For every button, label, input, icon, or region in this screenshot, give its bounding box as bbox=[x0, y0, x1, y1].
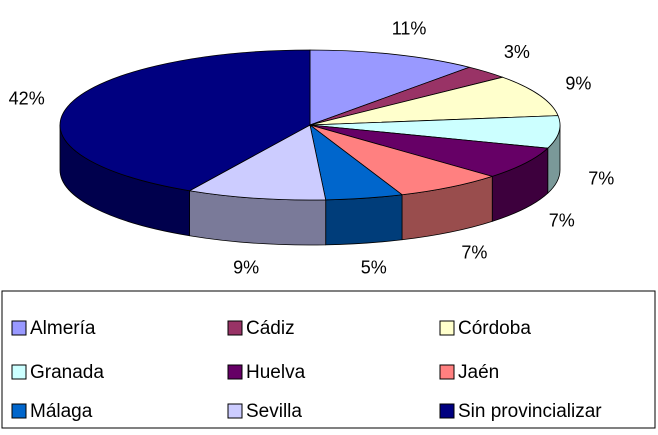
legend-label: Almería bbox=[30, 318, 96, 339]
value-label: 9% bbox=[565, 74, 591, 94]
pie-side bbox=[325, 194, 403, 246]
value-label: 7% bbox=[588, 168, 614, 188]
legend-label: Málaga bbox=[30, 401, 93, 422]
legend-swatch bbox=[227, 364, 243, 380]
pie-slice bbox=[59, 49, 311, 192]
legend-label: Sevilla bbox=[246, 401, 302, 422]
legend-label: Granada bbox=[30, 362, 104, 383]
pie-slice bbox=[309, 76, 559, 126]
legend-label: Cádiz bbox=[246, 318, 295, 339]
legend-swatch bbox=[439, 364, 455, 380]
value-label: 11% bbox=[392, 18, 427, 38]
value-label: 3% bbox=[504, 42, 530, 62]
legend-swatch bbox=[227, 320, 243, 336]
legend-swatch bbox=[227, 403, 243, 419]
legend-swatch bbox=[11, 320, 27, 336]
value-label: 7% bbox=[461, 242, 487, 262]
pie-slice bbox=[309, 124, 549, 177]
legend-swatch bbox=[439, 403, 455, 419]
value-label: 9% bbox=[233, 258, 259, 278]
legend-label: Sin provincializar bbox=[458, 401, 602, 422]
pie-slice bbox=[309, 49, 470, 126]
pie-slice bbox=[309, 124, 493, 196]
value-label: 42% bbox=[9, 89, 45, 109]
legend-swatch bbox=[11, 364, 27, 380]
legend-label: Jaén bbox=[458, 362, 499, 383]
value-label: 7% bbox=[549, 210, 575, 230]
legend-label: Huelva bbox=[246, 362, 306, 383]
legend-swatch bbox=[11, 403, 27, 419]
pie-slice bbox=[189, 124, 327, 201]
legend-swatch bbox=[439, 320, 455, 336]
legend-label: Córdoba bbox=[458, 318, 531, 339]
value-label: 5% bbox=[361, 258, 387, 278]
pie-slice bbox=[309, 115, 561, 149]
legend-frame bbox=[1, 290, 656, 429]
